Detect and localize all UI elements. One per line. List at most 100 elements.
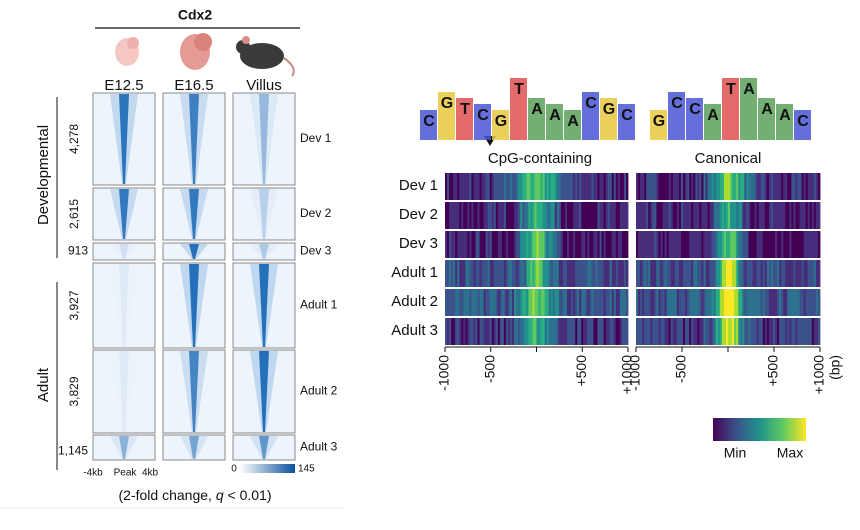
logo-cell xyxy=(618,104,635,140)
heatmap-stripe xyxy=(770,231,774,258)
heatmap-stripe xyxy=(569,318,572,345)
heatmap-stripe xyxy=(601,173,604,200)
heatmap-stripe xyxy=(623,231,627,258)
heatmap-stripe xyxy=(664,173,668,200)
heatmap-stripe xyxy=(697,173,700,200)
heatmap-stripe xyxy=(457,202,460,229)
heatmap-stripe xyxy=(451,260,454,287)
heatmap-stripe xyxy=(621,289,625,316)
heatmap-stripe xyxy=(479,289,482,316)
heatmap-stripe xyxy=(538,202,541,229)
heatmap-stripe xyxy=(654,260,657,287)
heatmap-stripe xyxy=(445,202,448,229)
heatmap-stripe xyxy=(809,231,813,258)
heatmap-stripe xyxy=(483,318,487,345)
heatmap-stripe xyxy=(742,318,745,345)
heatmap-stripe xyxy=(789,231,792,258)
heatmap-stripe xyxy=(744,231,747,258)
heatmap-stripe xyxy=(742,202,745,229)
heatmap-halo xyxy=(110,94,138,184)
heatmap-stripe xyxy=(542,260,546,287)
heatmap-stripe xyxy=(459,173,462,200)
heatmap-stripe xyxy=(695,289,698,316)
heatmap-stripe xyxy=(789,173,792,200)
heatmap-stripe xyxy=(638,202,641,229)
heatmap-stripe xyxy=(676,231,680,258)
heatmap-stripe xyxy=(764,289,768,316)
heatmap-stripe xyxy=(619,202,623,229)
row-label: Adult 2 xyxy=(391,293,438,310)
heatmap-stripe xyxy=(550,289,554,316)
heatmap-stripe xyxy=(740,202,743,229)
heatmap-stripe xyxy=(514,260,517,287)
heatmap-stripe xyxy=(546,231,550,258)
heatmap-stripe xyxy=(540,231,543,258)
heatmap-stripe xyxy=(540,260,543,287)
heatmap-stripe xyxy=(666,260,670,287)
heatmap-stripe xyxy=(461,173,464,200)
heatmap-stripe xyxy=(623,289,627,316)
heatmap-stripe xyxy=(678,318,682,345)
heatmap-signal xyxy=(189,244,199,259)
cluster-name: Adult 2 xyxy=(300,384,338,398)
heatmap-stripe xyxy=(609,202,613,229)
heatmap-stripe xyxy=(589,318,592,345)
embryo-icon xyxy=(115,37,139,66)
heatmap-stripe xyxy=(447,202,450,229)
heatmap-stripe xyxy=(711,318,715,345)
heatmap-stripe xyxy=(715,202,719,229)
logo-cell xyxy=(794,110,811,140)
heatmap-stripe xyxy=(538,318,541,345)
heatmap-stripe xyxy=(554,173,558,200)
heatmap-stripe xyxy=(664,202,668,229)
heatmap-stripe xyxy=(721,289,725,316)
heatmap-stripe xyxy=(530,289,533,316)
cluster-count: 3,927 xyxy=(67,290,81,320)
heatmap-stripe xyxy=(678,260,682,287)
heatmap-stripe xyxy=(770,318,774,345)
heatmap-stripe xyxy=(638,231,641,258)
heatmap-stripe xyxy=(789,318,792,345)
heatmap-stripe xyxy=(768,260,772,287)
heatmap-stripe xyxy=(815,173,819,200)
heatmap-stripe xyxy=(730,202,733,229)
heatmap-stripe xyxy=(760,202,764,229)
heatmap-stripe xyxy=(817,289,821,316)
heatmap-stripe xyxy=(764,318,768,345)
heatmap-stripe xyxy=(558,289,562,316)
logo-cell xyxy=(668,92,685,140)
heatmap-stripe xyxy=(564,318,568,345)
heatmap-stripe xyxy=(550,231,554,258)
heatmap-stripe xyxy=(540,202,543,229)
heatmap-stripe xyxy=(756,289,760,316)
heatmap-stripe xyxy=(485,202,489,229)
logo-letter: C xyxy=(689,101,701,118)
heatmap-stripe xyxy=(697,289,700,316)
heatmap-stripe xyxy=(493,318,497,345)
heatmap-stripe xyxy=(447,318,450,345)
heatmap-stripe xyxy=(666,318,670,345)
heatmap-stripe xyxy=(668,231,672,258)
heatmap-stripe xyxy=(779,289,782,316)
heatmap-stripe xyxy=(744,318,747,345)
heatmap-stripe xyxy=(552,202,556,229)
heatmap-stripe xyxy=(544,318,548,345)
heatmap-stripe xyxy=(461,202,464,229)
heatmap-stripe xyxy=(562,260,566,287)
heatmap-stripe xyxy=(693,231,696,258)
heatmap-stripe xyxy=(493,231,497,258)
heatmap-stripe xyxy=(676,202,680,229)
heatmap-stripe xyxy=(660,173,663,200)
heatmap-stripe xyxy=(760,173,764,200)
heatmap-stripe xyxy=(664,231,668,258)
heatmap-signal xyxy=(259,436,269,459)
heatmap-stripe xyxy=(481,231,485,258)
heatmap-stripe xyxy=(487,231,491,258)
logo-cell xyxy=(722,78,739,140)
heatmap-stripe xyxy=(734,231,737,258)
heatmap-stripe xyxy=(781,231,784,258)
heatmap-stripe xyxy=(491,173,495,200)
logo-cell xyxy=(546,104,563,140)
heatmap-stripe xyxy=(768,231,772,258)
heatmap-stripe xyxy=(783,231,786,258)
